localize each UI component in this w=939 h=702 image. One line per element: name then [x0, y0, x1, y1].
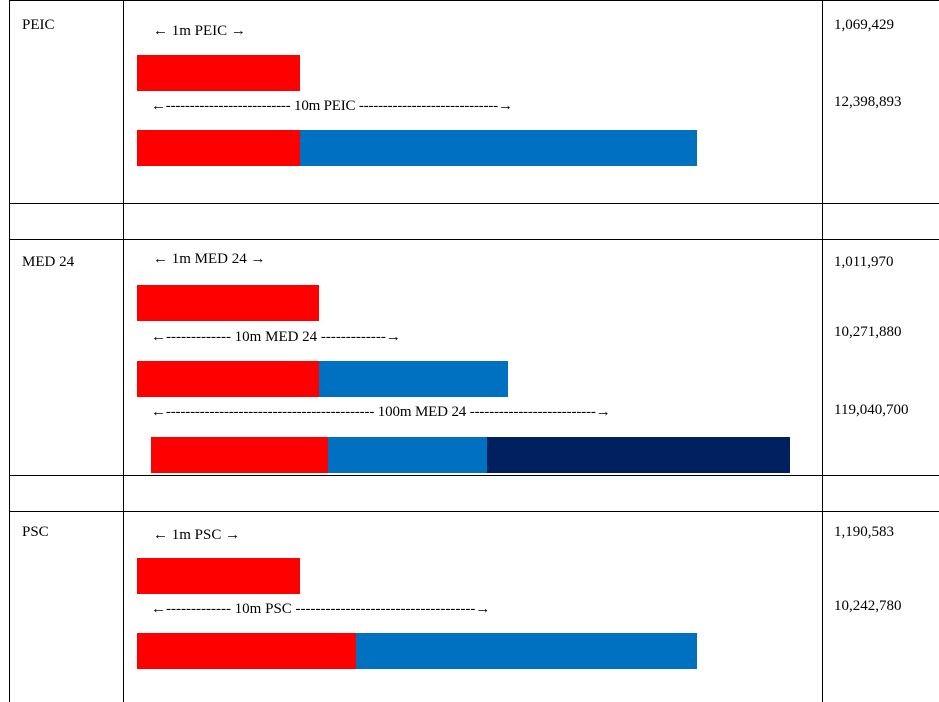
column-divider	[9, 0, 10, 702]
bar-10m-psc-blue	[356, 633, 697, 669]
bar-100m-med24-blue	[328, 437, 487, 473]
bar-1m-med24-red	[137, 285, 319, 321]
value-10m-peic: 12,398,893	[834, 94, 902, 110]
value-10m-psc: 10,242,780	[834, 598, 902, 614]
row-divider	[9, 0, 939, 1]
scale-arrow-1m-med24: ← 1m MED 24 →	[153, 251, 266, 267]
value-1m-med24: 1,011,970	[834, 254, 894, 270]
row-divider	[9, 203, 939, 204]
row-label-med24: MED 24	[22, 254, 75, 270]
scale-arrow-10m-peic: ←-------------------------- 10m PEIC ---…	[151, 98, 513, 114]
scale-arrow-1m-peic: ← 1m PEIC →	[153, 23, 246, 39]
value-1m-psc: 1,190,583	[834, 524, 894, 540]
bar-1m-psc-red	[137, 558, 300, 594]
scale-arrow-100m-med24: ←---------------------------------------…	[151, 404, 611, 420]
value-1m-peic: 1,069,429	[834, 17, 894, 33]
row-divider	[9, 239, 939, 240]
bar-10m-peic-red	[137, 130, 300, 166]
bar-10m-peic-blue	[300, 130, 697, 166]
column-divider	[822, 0, 823, 702]
bar-10m-med24-red	[137, 361, 319, 397]
scale-arrow-10m-psc: ←------------- 10m PSC -----------------…	[151, 601, 491, 617]
row-divider	[9, 475, 939, 476]
value-100m-med24: 119,040,700	[834, 402, 909, 418]
scale-arrow-1m-psc: ← 1m PSC →	[153, 527, 241, 543]
row-label-psc: PSC	[22, 524, 49, 540]
scale-arrow-10m-med24: ←------------- 10m MED 24 -------------→	[151, 329, 401, 345]
row-divider	[9, 511, 939, 512]
bar-100m-med24-navy	[487, 437, 790, 473]
bar-1m-peic-red	[137, 55, 300, 91]
column-divider	[123, 0, 124, 702]
bar-10m-psc-red	[137, 633, 356, 669]
bar-10m-med24-blue	[319, 361, 508, 397]
row-label-peic: PEIC	[22, 17, 55, 33]
value-10m-med24: 10,271,880	[834, 324, 902, 340]
bar-100m-med24-red	[151, 437, 328, 473]
